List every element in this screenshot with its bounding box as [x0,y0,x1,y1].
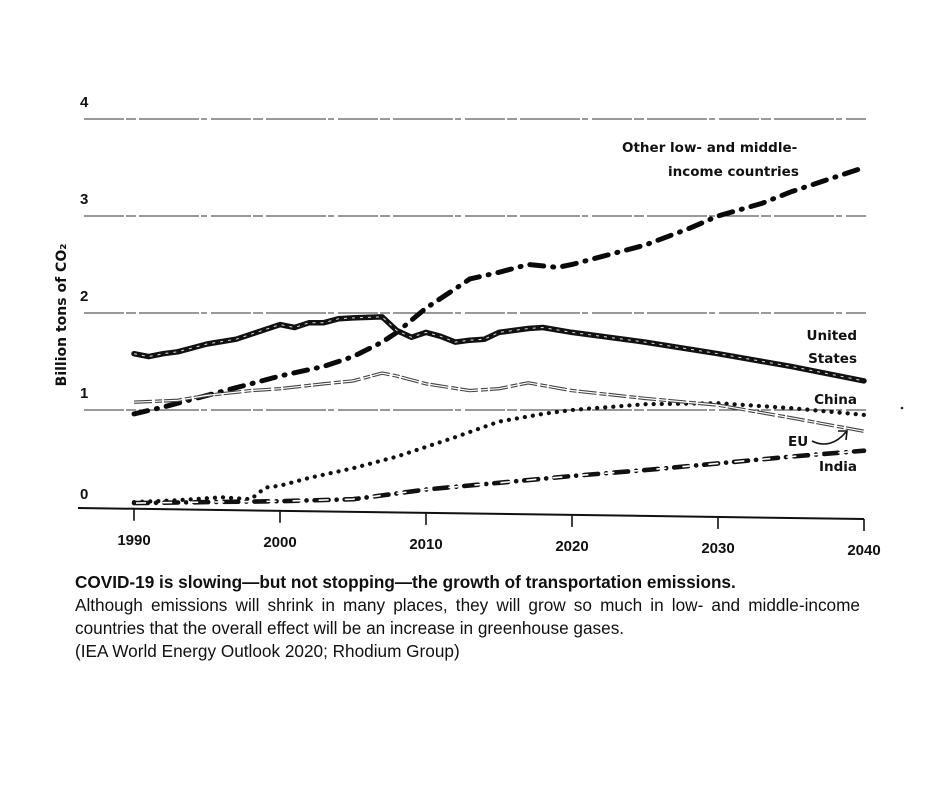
series-india [131,448,867,506]
series-line-inner [133,449,865,504]
series-line [133,371,865,433]
series-line [131,165,867,417]
caption-body: Although emissions will shrink in many p… [75,595,860,638]
series-layer [131,165,867,506]
series-label-2-0: China [814,392,857,408]
series-china [131,401,867,505]
series-label-1-1: States [808,351,857,367]
x-tick-label-2030: 2030 [701,540,734,557]
y-tick-label-4: 4 [80,94,89,111]
eu-arrowhead-icon [838,430,848,441]
gridlines [84,118,866,411]
series-label-4-0: India [819,459,857,475]
series-label-0-1: income countries [668,164,799,180]
series-label-0-0: Other low- and middle- [622,140,797,156]
x-tick-label-2010: 2010 [409,536,442,553]
x-tick-label-2000: 2000 [263,534,296,551]
scan-speck [900,406,904,410]
series-eu [133,371,865,433]
series-label-3-0: EU [788,434,808,450]
figure-caption: COVID-19 is slowing—but not stopping—the… [75,571,860,663]
emissions-chart: 0 1 2 3 4 1990 2000 2010 2020 2030 2040 Other low… [54,94,904,559]
x-tick-label-2040: 2040 [847,542,880,559]
y-tick-label-0: 0 [80,486,88,503]
y-axis-ticks: 0 1 2 3 4 [80,94,89,503]
series-labels: Other low- and middle-income countries Un… [622,140,857,475]
caption-title: COVID-19 is slowing—but not stopping—the… [75,572,736,592]
y-axis-label: Billion tons of CO₂ [54,244,70,387]
eu-arrow-icon [811,431,847,445]
x-tick-label-1990: 1990 [117,532,150,549]
y-tick-label-1: 1 [80,385,88,402]
x-axis: 1990 2000 2010 2020 2030 2040 [77,507,881,559]
series-line [131,448,867,506]
series-other-low-and-middle-income-countries [131,165,867,417]
series-line-inner [133,316,865,382]
x-tick-label-2020: 2020 [555,538,588,555]
series-united-states [131,314,867,384]
y-tick-label-2: 2 [80,288,88,305]
series-line-inner [133,372,865,432]
series-label-1-0: United [807,328,857,344]
caption-source: (IEA World Energy Outlook 2020; Rhodium … [75,641,460,661]
y-tick-label-3: 3 [80,191,88,208]
series-line [131,314,867,384]
x-axis-line [77,507,865,520]
series-line [131,401,867,505]
